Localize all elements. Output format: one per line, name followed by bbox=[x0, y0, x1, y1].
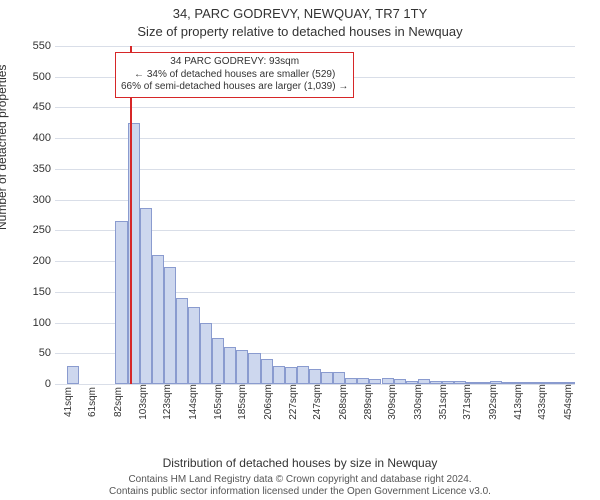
histogram-bar bbox=[200, 323, 212, 384]
xtick-label: 165sqm bbox=[213, 384, 224, 420]
xtick-label: 413sqm bbox=[513, 384, 524, 420]
annotation-line2: ← 34% of detached houses are smaller (52… bbox=[121, 69, 348, 82]
chart-container: 34, PARC GODREVY, NEWQUAY, TR7 1TY Size … bbox=[0, 0, 600, 500]
ytick-label: 250 bbox=[33, 224, 51, 236]
ytick-label: 300 bbox=[33, 194, 51, 206]
footnote-line2: Contains public sector information licen… bbox=[0, 486, 600, 498]
xtick-label: 123sqm bbox=[162, 384, 173, 420]
histogram-bar bbox=[333, 372, 345, 384]
histogram-bar bbox=[357, 378, 369, 384]
ytick-label: 100 bbox=[33, 317, 51, 329]
xtick-label: 454sqm bbox=[563, 384, 574, 420]
histogram-bar bbox=[176, 298, 188, 384]
xtick-label: 144sqm bbox=[188, 384, 199, 420]
histogram-bar bbox=[273, 366, 285, 384]
gridline bbox=[55, 46, 575, 47]
histogram-bar bbox=[309, 369, 321, 384]
ytick-label: 550 bbox=[33, 40, 51, 52]
histogram-bar bbox=[224, 347, 236, 384]
ytick-label: 200 bbox=[33, 255, 51, 267]
xtick-label: 392sqm bbox=[488, 384, 499, 420]
xtick-label: 268sqm bbox=[338, 384, 349, 420]
xtick-label: 351sqm bbox=[438, 384, 449, 420]
xtick-label: 309sqm bbox=[387, 384, 398, 420]
histogram-bar bbox=[236, 350, 248, 384]
xtick-label: 330sqm bbox=[413, 384, 424, 420]
x-axis-label: Distribution of detached houses by size … bbox=[0, 456, 600, 470]
page-title: 34, PARC GODREVY, NEWQUAY, TR7 1TY bbox=[0, 6, 600, 21]
histogram-bar bbox=[551, 382, 563, 384]
xtick-label: 103sqm bbox=[138, 384, 149, 420]
ytick-label: 150 bbox=[33, 286, 51, 298]
xtick-label: 185sqm bbox=[237, 384, 248, 420]
histogram-bar bbox=[212, 338, 224, 384]
histogram-bar bbox=[140, 208, 152, 384]
xtick-label: 41sqm bbox=[63, 387, 74, 417]
ytick-label: 450 bbox=[33, 101, 51, 113]
histogram-bar bbox=[261, 359, 273, 384]
histogram-bar bbox=[164, 267, 176, 384]
ytick-label: 500 bbox=[33, 71, 51, 83]
xtick-label: 247sqm bbox=[312, 384, 323, 420]
xtick-label: 206sqm bbox=[263, 384, 274, 420]
histogram-bar bbox=[152, 255, 164, 384]
page-subtitle: Size of property relative to detached ho… bbox=[0, 24, 600, 39]
histogram-bar bbox=[382, 378, 394, 384]
xtick-label: 82sqm bbox=[113, 387, 124, 417]
histogram-bar bbox=[285, 367, 297, 384]
xtick-label: 289sqm bbox=[363, 384, 374, 420]
xtick-label: 227sqm bbox=[288, 384, 299, 420]
histogram-bar bbox=[248, 353, 260, 384]
ytick-label: 350 bbox=[33, 163, 51, 175]
annotation-line3: 66% of semi-detached houses are larger (… bbox=[121, 81, 348, 94]
y-axis-label: Number of detached properties bbox=[0, 65, 9, 230]
xtick-label: 61sqm bbox=[87, 387, 98, 417]
xtick-label: 371sqm bbox=[462, 384, 473, 420]
footnote: Contains HM Land Registry data © Crown c… bbox=[0, 474, 600, 498]
footnote-line1: Contains HM Land Registry data © Crown c… bbox=[0, 474, 600, 486]
histogram-bar bbox=[345, 378, 357, 384]
histogram-bar bbox=[67, 366, 79, 384]
ytick-label: 0 bbox=[45, 378, 51, 390]
annotation-line1: 34 PARC GODREVY: 93sqm bbox=[121, 56, 348, 69]
histogram-bar bbox=[297, 366, 309, 384]
histogram-bar bbox=[321, 372, 333, 384]
xtick-label: 433sqm bbox=[537, 384, 548, 420]
histogram-bar bbox=[115, 221, 127, 384]
ytick-label: 50 bbox=[39, 347, 51, 359]
gridline bbox=[55, 107, 575, 108]
histogram-bar bbox=[188, 307, 200, 384]
ytick-label: 400 bbox=[33, 132, 51, 144]
marker-annotation: 34 PARC GODREVY: 93sqm ← 34% of detached… bbox=[115, 52, 354, 98]
plot-area: 05010015020025030035040045050055041sqm61… bbox=[55, 46, 575, 384]
